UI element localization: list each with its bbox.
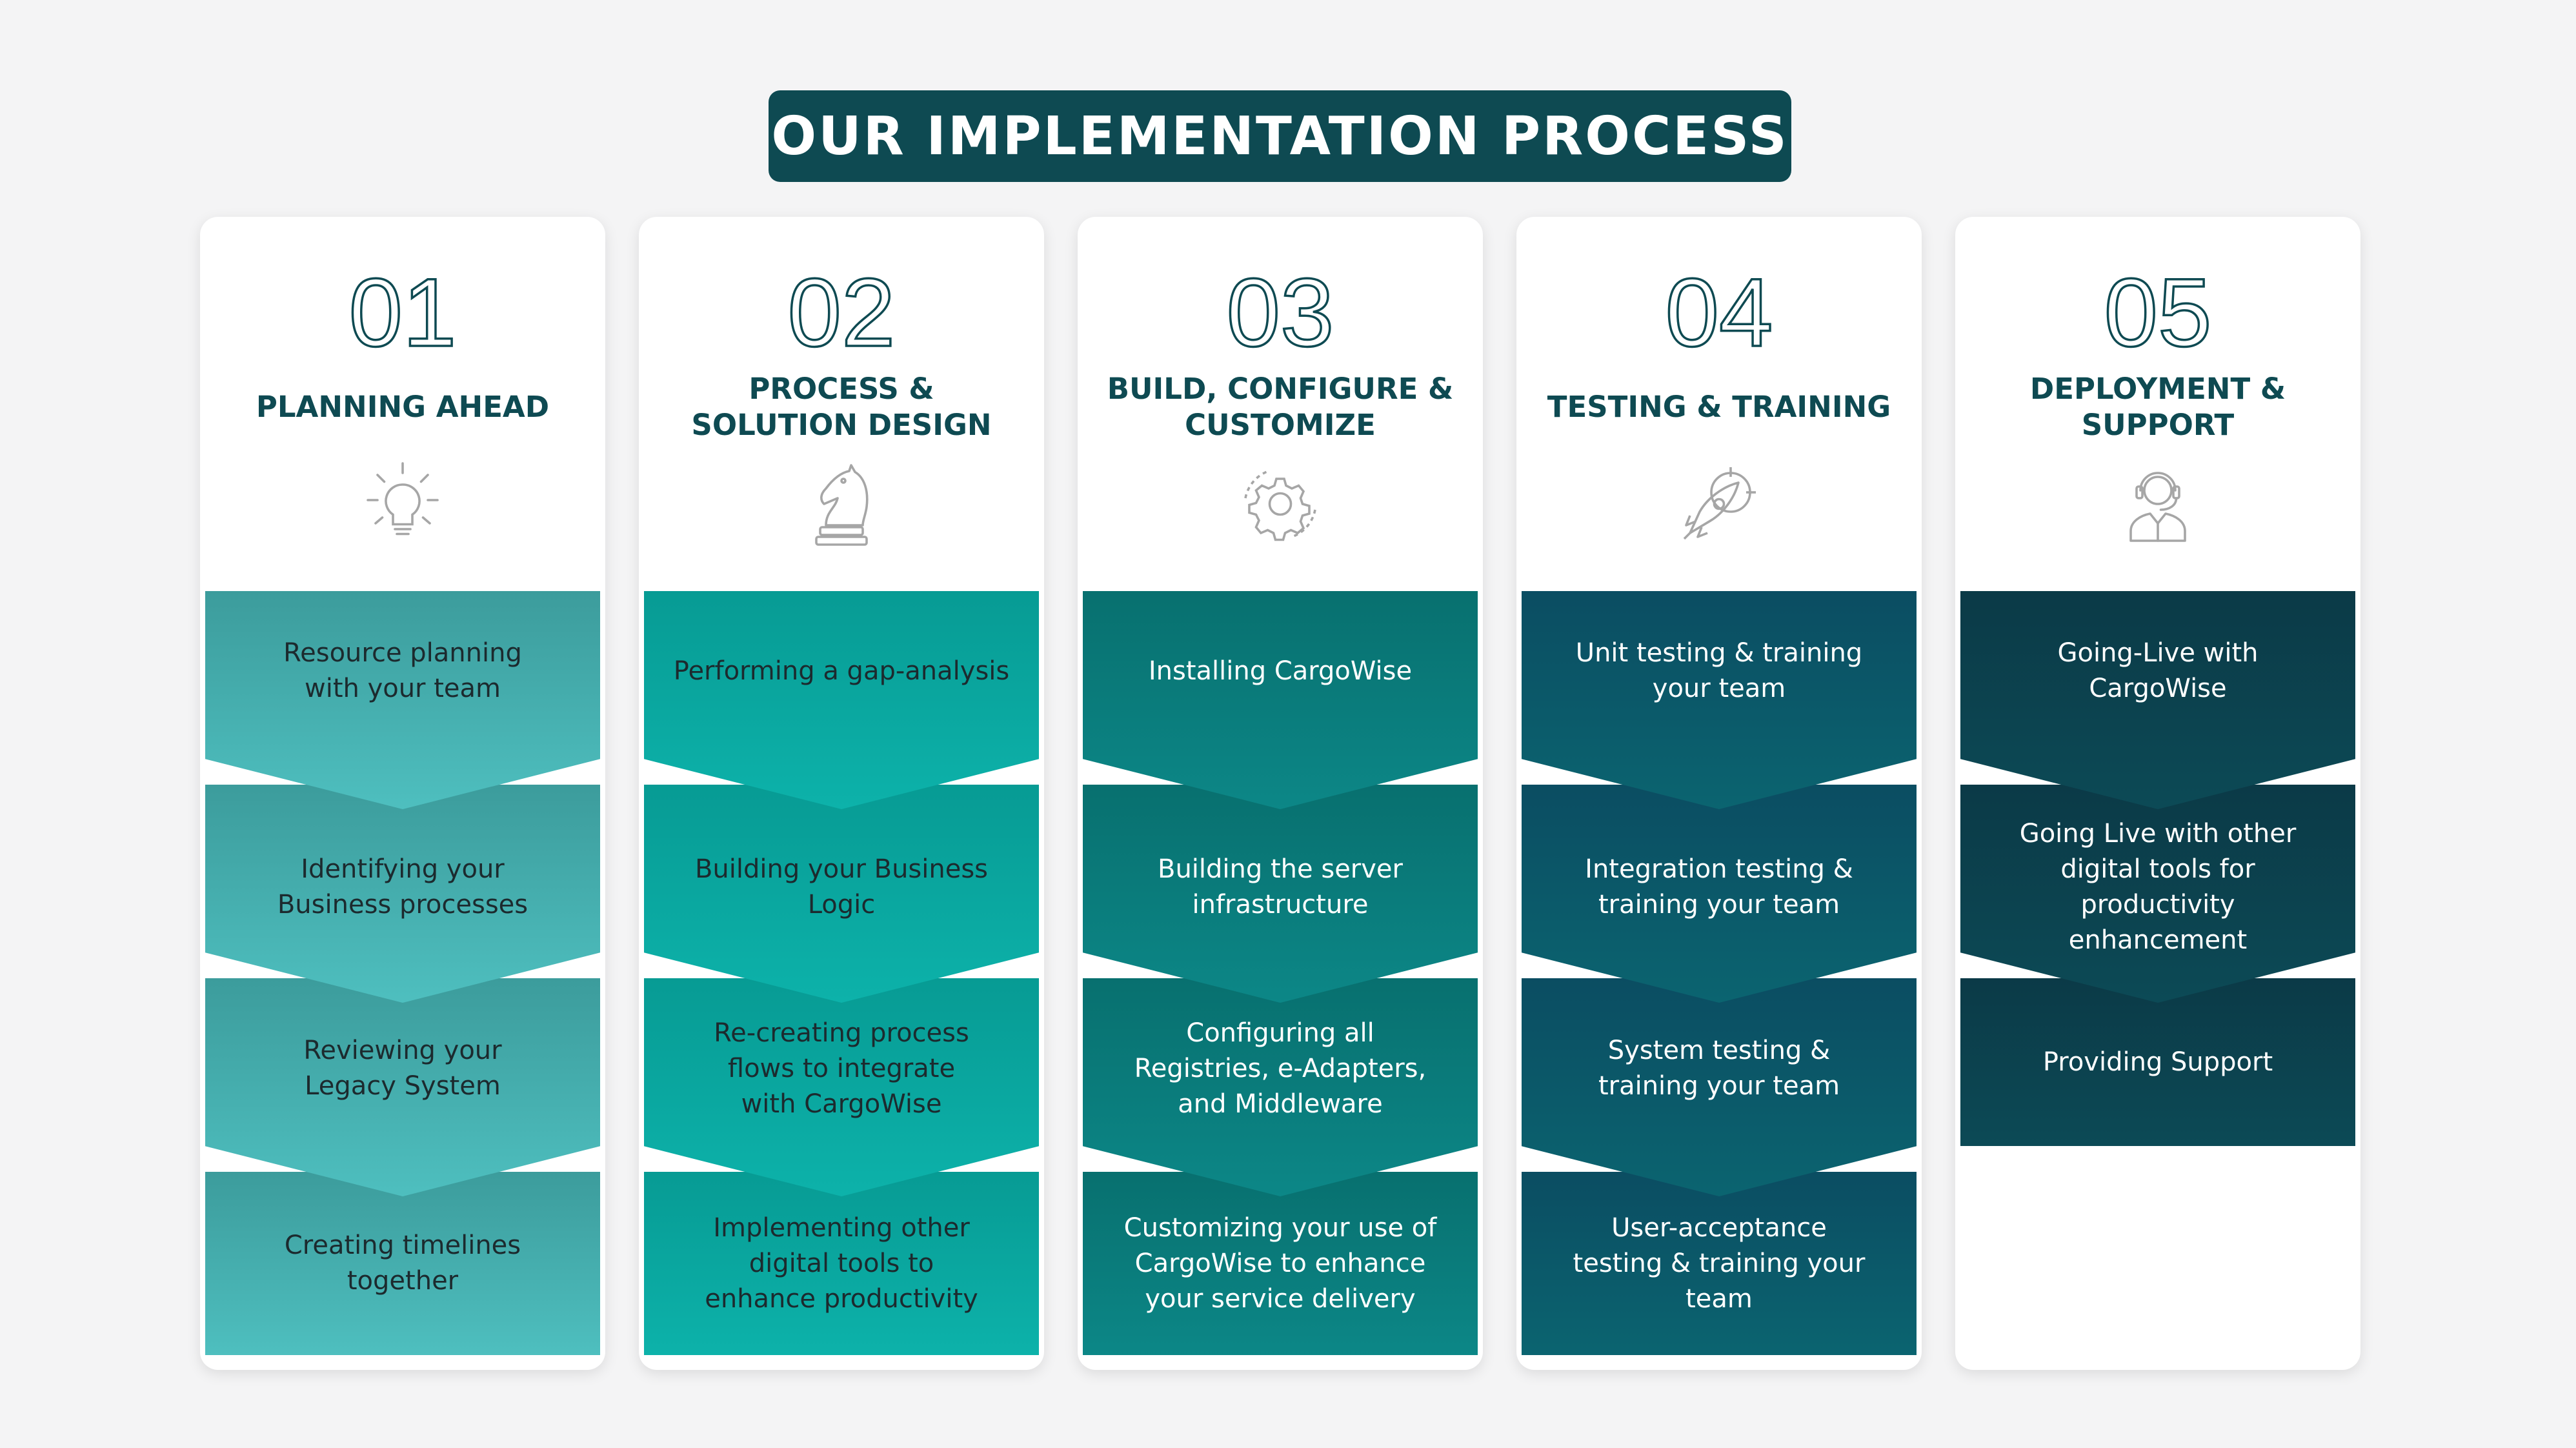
- step-item: System testing & training your team: [1522, 978, 1917, 1196]
- step-number-05: 05: [2103, 257, 2213, 368]
- support-agent-icon: [2109, 456, 2206, 552]
- step-item: Creating timelines together: [205, 1172, 600, 1355]
- step-item: Going Live with other digital tools for …: [1960, 785, 2355, 1003]
- column-deployment-support: 05 DEPLOYMENT & SUPPORT Going-Live with …: [1955, 217, 2360, 1370]
- step-item: Performing a gap-analysis: [644, 591, 1039, 809]
- step-item: Reviewing your Legacy System: [205, 978, 600, 1196]
- steps-list: Installing CargoWise Building the server…: [1083, 591, 1478, 1355]
- column-title: TESTING & TRAINING: [1547, 390, 1891, 424]
- column-build-configure-customize: 03 BUILD, CONFIGURE & CUSTOMIZE Installi…: [1078, 217, 1483, 1370]
- steps-list: Unit testing & training your team Integr…: [1522, 591, 1917, 1355]
- column-title: PROCESS & SOLUTION DESIGN: [691, 372, 992, 442]
- step-number-03: 03: [1225, 257, 1335, 368]
- step-item: Integration testing & training your team: [1522, 785, 1917, 1003]
- lightbulb-icon: [354, 456, 451, 552]
- step-item: Building your Business Logic: [644, 785, 1039, 1003]
- column-planning-ahead: 01 PLANNING AHEAD Resource planning with…: [200, 217, 605, 1370]
- step-item: Re-creating process flows to integrate w…: [644, 978, 1039, 1196]
- svg-text:03: 03: [1227, 258, 1334, 367]
- step-item: Building the server infrastructure: [1083, 785, 1478, 1003]
- chess-knight-icon: [793, 456, 890, 552]
- column-title: DEPLOYMENT & SUPPORT: [2029, 372, 2286, 442]
- step-item: Identifying your Business processes: [205, 785, 600, 1003]
- step-item: User-acceptance testing & training your …: [1522, 1172, 1917, 1355]
- column-process-solution-design: 02 PROCESS & SOLUTION DESIGN Performing …: [639, 217, 1044, 1370]
- column-title: BUILD, CONFIGURE & CUSTOMIZE: [1107, 372, 1454, 442]
- step-number-04: 04: [1664, 257, 1774, 368]
- svg-text:05: 05: [2104, 258, 2212, 367]
- step-item: Resource planning with your team: [205, 591, 600, 809]
- step-item: Customizing your use of CargoWise to enh…: [1083, 1172, 1478, 1355]
- step-number-02: 02: [787, 257, 896, 368]
- step-item: Unit testing & training your team: [1522, 591, 1917, 809]
- svg-text:04: 04: [1665, 258, 1773, 367]
- step-item: Providing Support: [1960, 978, 2355, 1146]
- rocket-target-icon: [1671, 456, 1767, 552]
- svg-text:02: 02: [788, 258, 896, 367]
- step-item: Implementing other digital tools to enha…: [644, 1172, 1039, 1355]
- gear-icon: [1232, 456, 1329, 552]
- steps-list: Resource planning with your team Identif…: [205, 591, 600, 1355]
- step-item: Configuring all Registries, e-Adapters, …: [1083, 978, 1478, 1196]
- steps-list: Going-Live with CargoWise Going Live wit…: [1960, 591, 2355, 1355]
- step-number-01: 01: [348, 257, 458, 368]
- column-testing-training: 04 TESTING & TRAINING Unit testing & tra…: [1516, 217, 1922, 1370]
- steps-list: Performing a gap-analysis Building your …: [644, 591, 1039, 1355]
- step-item: Installing CargoWise: [1083, 591, 1478, 809]
- column-title: PLANNING AHEAD: [256, 390, 550, 424]
- page-title: OUR IMPLEMENTATION PROCESS: [769, 90, 1791, 182]
- step-item: Going-Live with CargoWise: [1960, 591, 2355, 809]
- svg-text:01: 01: [349, 258, 457, 367]
